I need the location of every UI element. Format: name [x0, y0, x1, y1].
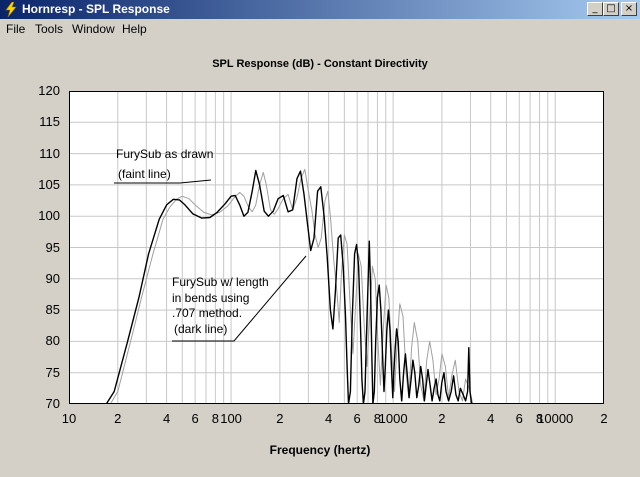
- x-tick-label: 10000: [537, 411, 574, 426]
- annotation-dark-line4: (dark line): [174, 322, 228, 336]
- close-button[interactable]: ×: [621, 2, 637, 16]
- annotation-dark-line2: in bends using: [172, 291, 250, 305]
- annotation-dark-leader: [172, 255, 307, 342]
- x-tick-label: 8: [373, 411, 382, 426]
- x-tick-label: 4: [487, 411, 495, 426]
- menu-file[interactable]: File: [6, 22, 26, 36]
- y-tick-label: 120: [38, 83, 60, 98]
- x-tick-label: 2: [276, 411, 284, 426]
- menu-window[interactable]: Window: [72, 22, 115, 36]
- x-axis-title: Frequency (hertz): [269, 443, 371, 457]
- menu-tools[interactable]: Tools: [35, 22, 64, 36]
- y-tick-label: 75: [45, 364, 60, 380]
- y-tick-label: 115: [39, 114, 60, 130]
- y-tick-label: 70: [45, 396, 60, 411]
- series-faint-line: [109, 168, 474, 404]
- window-title: Hornresp - SPL Response: [22, 2, 170, 16]
- y-tick-label: 100: [38, 208, 60, 224]
- series-dark-line: [105, 169, 473, 404]
- maximize-button[interactable]: □: [603, 2, 619, 16]
- x-tick-label: 6: [353, 411, 361, 426]
- title-bar: Hornresp - SPL Response _ □ ×: [0, 0, 640, 19]
- x-tick-label: 2: [114, 411, 122, 426]
- x-tick-label: 2: [600, 411, 608, 426]
- y-tick-label: 80: [45, 333, 60, 349]
- plot-border: [69, 91, 604, 404]
- x-tick-label: 8: [535, 411, 544, 426]
- y-tick-label: 95: [45, 239, 60, 255]
- annotation-dark-line1: FurySub w/ length: [172, 275, 269, 289]
- y-tick-label: 110: [39, 145, 60, 161]
- lightning-icon: [5, 2, 17, 17]
- y-tick-label: 105: [38, 176, 60, 192]
- chart-title: SPL Response (dB) - Constant Directivity: [212, 58, 428, 70]
- annotation-faint-line2: (faint line): [118, 167, 171, 181]
- menu-help[interactable]: Help: [122, 22, 147, 36]
- x-tick-label: 100: [220, 411, 242, 426]
- x-tick-label: 2: [438, 411, 446, 426]
- annotation-dark-line3: .707 method.: [172, 306, 243, 320]
- minimize-button[interactable]: _: [587, 2, 603, 16]
- menu-bar: File Tools Window Help: [0, 19, 640, 38]
- spl-plot-area: [69, 91, 604, 404]
- x-tick-label: 6: [191, 411, 199, 426]
- y-tick-label: 90: [45, 270, 60, 286]
- y-tick-label: 85: [45, 302, 60, 318]
- annotation-faint-leader: [114, 179, 212, 184]
- x-tick-label: 4: [325, 411, 333, 426]
- x-tick-label: 6: [515, 411, 523, 426]
- x-tick-label: 10: [61, 411, 77, 426]
- x-tick-label: 1000: [378, 411, 408, 426]
- annotation-faint-line1: FurySub as drawn: [116, 147, 214, 161]
- x-tick-label: 8: [211, 411, 219, 426]
- x-tick-label: 4: [162, 411, 171, 426]
